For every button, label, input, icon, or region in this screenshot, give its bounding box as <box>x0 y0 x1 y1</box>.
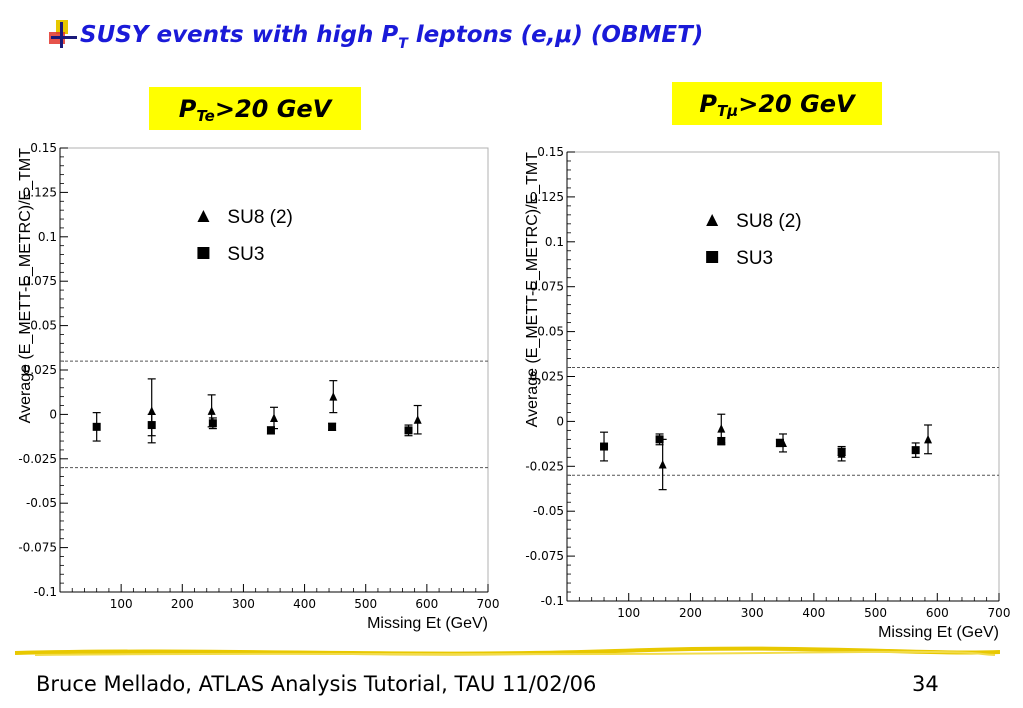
y-tick-label: 0.05 <box>537 325 564 339</box>
data-point-triangle <box>329 392 338 401</box>
x-tick-label: 700 <box>477 597 500 611</box>
y-tick-label: 0.125 <box>530 190 564 204</box>
electron-chart: -0.1 -0.075 -0.05 -0.025 0 0.025 0.05 0.075 0.1 0… <box>17 141 500 632</box>
x-tick-label: 300 <box>232 597 255 611</box>
y-tick-label: 0 <box>556 414 564 428</box>
x-tick-label: 300 <box>741 606 764 620</box>
data-point-triangle <box>658 460 667 469</box>
legend-square-marker <box>706 251 719 263</box>
electron-pt-label: P Te >20 GeV <box>149 87 361 130</box>
x-tick-label: 200 <box>171 597 194 611</box>
y-tick-label: -0.075 <box>18 541 57 555</box>
x-tick-label: 500 <box>864 606 887 620</box>
y-tick-label: 0.075 <box>23 274 57 288</box>
y-tick-label: -0.1 <box>541 594 564 608</box>
footer-text: Bruce Mellado, ATLAS Analysis Tutorial, … <box>36 672 597 696</box>
y-tick-label: 0.05 <box>30 319 57 333</box>
page-number: 34 <box>912 672 939 696</box>
x-tick-label: 400 <box>293 597 316 611</box>
data-point-square <box>208 419 217 428</box>
muon-pt-label-sub: Tμ <box>716 101 739 120</box>
legend-label: SU8 (2) <box>736 211 801 232</box>
bullet-icon <box>49 20 77 48</box>
data-point-square <box>600 442 609 451</box>
footer-rule <box>15 646 1000 656</box>
y-tick-label: 0.15 <box>537 145 564 159</box>
legend-square-marker <box>197 247 210 259</box>
y-tick-label: -0.1 <box>34 585 57 599</box>
data-point-triangle <box>147 406 156 415</box>
data-point-triangle <box>717 424 726 433</box>
legend-label: SU8 (2) <box>227 207 292 228</box>
data-point-square <box>655 435 664 444</box>
legend-label: SU3 <box>736 248 773 269</box>
muon-pt-label-rest: >20 GeV <box>738 89 855 118</box>
slide-title-rest: leptons (e,μ) (OBMET) <box>407 22 704 48</box>
x-axis-title: Missing Et (GeV) <box>878 624 999 641</box>
y-axis-title: Average (E_METT-E_METRC)/E_TMT <box>17 148 34 424</box>
y-tick-label: -0.05 <box>533 504 564 518</box>
slide-title: SUSY events with high PT leptons (e,μ) (… <box>80 22 704 52</box>
slide-title-main: SUSY events with high P <box>80 22 399 48</box>
y-tick-label: 0.1 <box>38 230 57 244</box>
data-point-square <box>92 422 101 431</box>
data-point-triangle <box>924 434 933 444</box>
data-point-square <box>911 446 920 455</box>
legend-label: SU3 <box>227 244 264 265</box>
data-point-square <box>775 438 784 447</box>
x-tick-label: 600 <box>415 597 438 611</box>
y-tick-label: 0.125 <box>23 185 57 199</box>
muon-pt-label-main: P <box>699 89 717 118</box>
data-point-square <box>837 447 846 456</box>
data-point-square <box>404 426 413 435</box>
x-tick-label: 700 <box>988 606 1011 620</box>
y-tick-label: -0.05 <box>26 496 57 510</box>
y-tick-label: 0.1 <box>545 235 564 249</box>
y-tick-label: -0.025 <box>18 452 57 466</box>
data-point-square <box>266 426 275 435</box>
legend-triangle-marker <box>197 210 210 222</box>
x-tick-label: 600 <box>926 606 949 620</box>
y-tick-label: 0.025 <box>23 363 57 377</box>
data-point-triangle <box>207 406 216 415</box>
x-tick-label: 200 <box>679 606 702 620</box>
slide-title-subscript: T <box>398 36 408 52</box>
y-tick-label: -0.075 <box>525 549 564 563</box>
electron-pt-label-sub: Te <box>196 106 215 125</box>
y-axis-title: Average (E_METT-E_METRC)/E_TMT <box>524 152 541 428</box>
x-tick-label: 100 <box>110 597 133 611</box>
data-point-triangle <box>270 413 278 422</box>
y-tick-label: 0.15 <box>30 141 57 155</box>
x-tick-label: 400 <box>802 606 825 620</box>
muon-chart: -0.1 -0.075 -0.05 -0.025 0 0.025 0.05 0.075 0.1 0… <box>524 145 1011 641</box>
x-tick-label: 500 <box>354 597 377 611</box>
data-point-square <box>147 421 156 430</box>
electron-pt-label-main: P <box>178 94 197 123</box>
y-tick-label: -0.025 <box>525 459 564 473</box>
data-point-square <box>717 437 726 446</box>
y-tick-label: 0 <box>49 407 57 421</box>
y-tick-label: 0.075 <box>530 280 564 294</box>
x-axis-title: Missing Et (GeV) <box>367 615 488 632</box>
electron-pt-label-rest: >20 GeV <box>214 94 332 123</box>
muon-pt-label: P Tμ >20 GeV <box>672 82 882 125</box>
data-point-square <box>328 422 337 431</box>
y-tick-label: 0.025 <box>530 370 564 384</box>
x-tick-label: 100 <box>617 606 640 620</box>
data-point-triangle <box>413 415 422 424</box>
legend-triangle-marker <box>706 214 719 226</box>
